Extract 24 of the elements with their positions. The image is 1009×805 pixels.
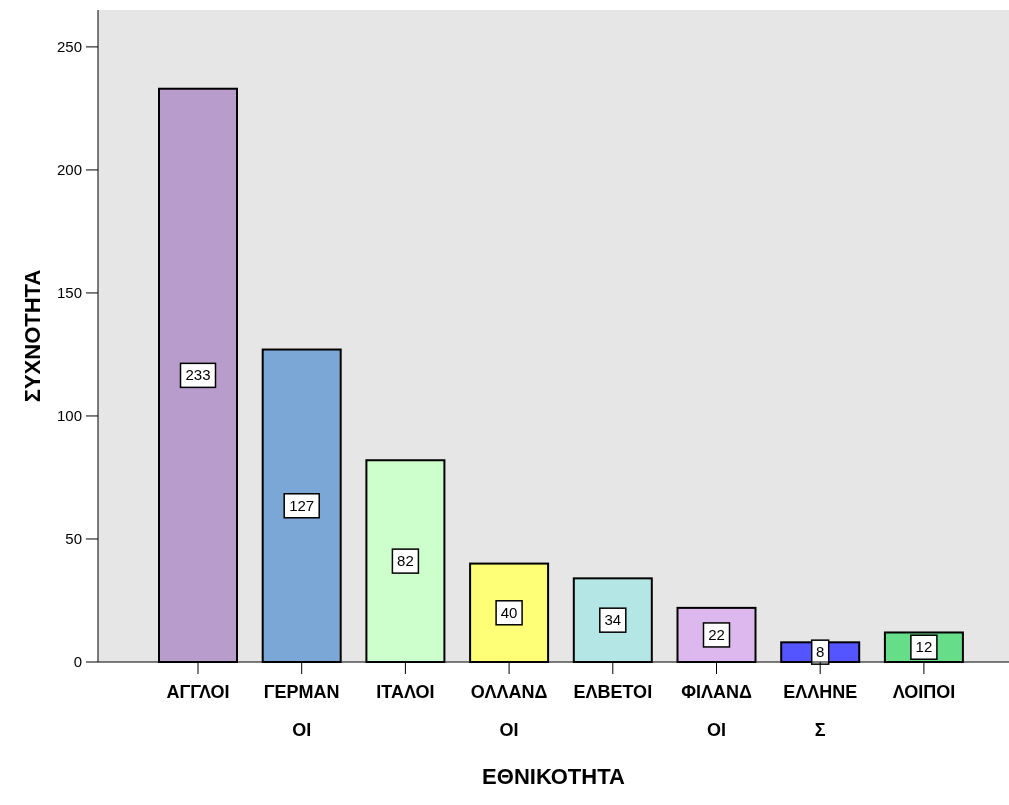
x-tick-label: ΑΓΓΛΟΙ xyxy=(166,682,230,702)
data-label: 127 xyxy=(289,496,315,514)
y-tick-label: 100 xyxy=(56,406,82,424)
y-tick-label: 200 xyxy=(56,160,82,178)
y-tick-label: 50 xyxy=(65,529,82,547)
x-tick-label: ΟΛΛΑΝΔ ΟΙ xyxy=(470,682,548,740)
data-label: 34 xyxy=(604,611,622,629)
x-tick-label: ΦΙΛΑΝΔ ΟΙ xyxy=(681,682,752,740)
y-axis-title: ΣΥΧΝΟΤΗΤΑ xyxy=(20,269,45,403)
x-tick-label: ΓΕΡΜΑΝ ΟΙ xyxy=(263,682,340,740)
data-label: 82 xyxy=(397,552,414,570)
x-axis-title: ΕΘΝΙΚΟΤΗΤΑ xyxy=(482,764,626,789)
data-label: 22 xyxy=(708,625,725,643)
data-label: 12 xyxy=(915,638,933,656)
x-tick-label: ΕΛΒΕΤΟΙ xyxy=(573,682,653,702)
x-tick-label: ΕΛΛΗΝΕ Σ xyxy=(783,682,858,740)
y-tick-label: 150 xyxy=(56,283,82,301)
data-label: 233 xyxy=(185,366,211,384)
x-tick-label: ΛΟΙΠΟΙ xyxy=(892,682,956,702)
data-label: 8 xyxy=(816,643,825,661)
y-tick-label: 0 xyxy=(73,653,82,670)
x-tick-label: ΙΤΑΛΟΙ xyxy=(376,682,435,702)
y-tick-label: 250 xyxy=(56,37,82,55)
data-label: 40 xyxy=(500,603,518,621)
